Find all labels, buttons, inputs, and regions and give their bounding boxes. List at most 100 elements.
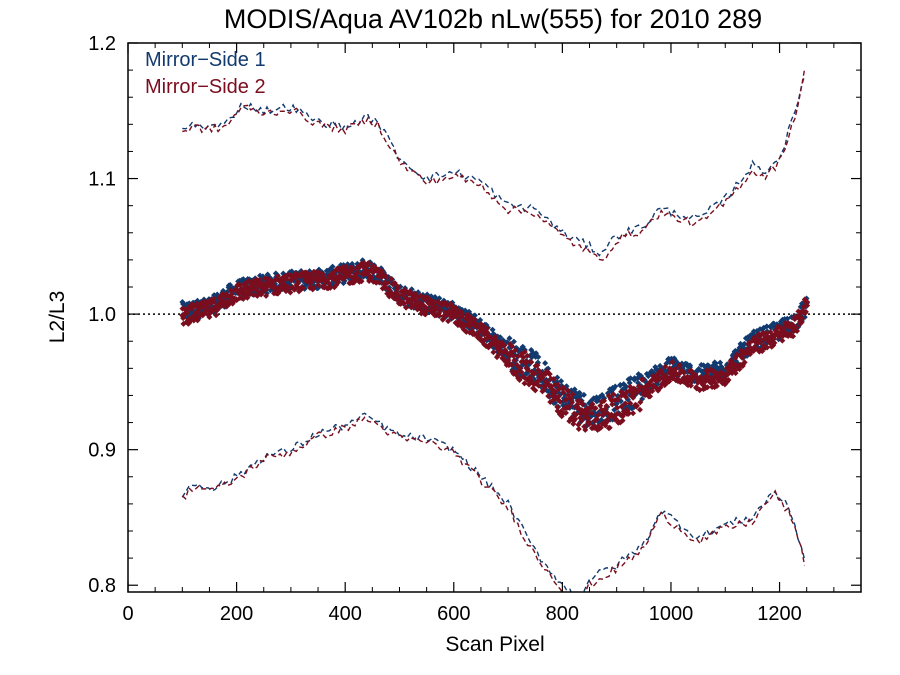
data-point [627, 400, 634, 407]
data-point [804, 302, 811, 309]
data-point [453, 313, 460, 320]
data-point [622, 393, 629, 400]
data-point [630, 394, 637, 401]
data-point [713, 382, 720, 389]
data-point [546, 371, 553, 378]
data-point [479, 323, 486, 330]
data-point [725, 376, 732, 383]
data-point [471, 316, 478, 323]
data-point [604, 417, 611, 424]
data-point [759, 348, 766, 355]
data-point [575, 421, 582, 428]
data-point [403, 304, 410, 311]
data-point [630, 410, 637, 417]
data-point [798, 319, 805, 326]
data-point [294, 280, 301, 287]
data-point [554, 381, 561, 388]
data-point [358, 278, 365, 285]
data-point [560, 389, 567, 396]
data-point [458, 309, 465, 316]
y-tick-label: 1.1 [88, 169, 116, 191]
envelope-upper-2 [182, 69, 806, 261]
x-tick-label: 0 [122, 603, 133, 625]
x-tick-label: 600 [437, 603, 470, 625]
data-point [423, 304, 430, 311]
data-point [383, 274, 390, 281]
data-point [619, 417, 626, 424]
data-point [572, 411, 579, 418]
data-point [327, 284, 334, 291]
data-point [626, 379, 633, 386]
data-point [732, 370, 739, 377]
data-point [195, 308, 202, 315]
data-point [555, 393, 562, 400]
data-point [545, 393, 552, 400]
data-point [245, 277, 252, 284]
data-point [508, 361, 515, 368]
data-point [539, 374, 546, 381]
data-point [505, 357, 512, 364]
data-point [521, 348, 528, 355]
data-point [622, 400, 629, 407]
data-point [542, 360, 549, 367]
data-point [550, 375, 557, 382]
data-point [368, 274, 375, 281]
data-point [459, 312, 466, 319]
data-point [501, 342, 508, 349]
data-point [802, 308, 809, 315]
data-point [647, 393, 654, 400]
data-point [568, 399, 575, 406]
data-point [592, 405, 599, 412]
data-point [582, 426, 589, 433]
data-point [532, 387, 539, 394]
y-tick-label: 0.9 [88, 440, 116, 462]
data-point [477, 317, 484, 324]
data-point [524, 352, 531, 359]
data-point [736, 366, 743, 373]
data-point [790, 328, 797, 335]
x-tick-label: 1000 [649, 603, 694, 625]
data-point [652, 364, 659, 371]
data-point [601, 397, 608, 404]
data-point [676, 362, 683, 369]
data-point [518, 369, 525, 376]
data-point [580, 391, 587, 398]
data-point [483, 325, 490, 332]
data-point [490, 349, 497, 356]
x-tick-label: 200 [220, 603, 253, 625]
data-point [639, 376, 646, 383]
data-point [228, 287, 235, 294]
data-point [535, 382, 542, 389]
data-point [473, 321, 480, 328]
data-point [531, 370, 538, 377]
data-point [588, 410, 595, 417]
data-point [286, 284, 293, 291]
data-point [741, 359, 748, 366]
data-point [799, 315, 806, 322]
data-point [499, 354, 506, 361]
data-point [672, 366, 679, 373]
data-point [612, 383, 619, 390]
data-point [595, 411, 602, 418]
data-point [365, 260, 372, 267]
envelope-upper-1 [182, 75, 806, 257]
data-point [803, 298, 810, 305]
data-point [606, 424, 613, 431]
plot-frame [127, 42, 862, 593]
x-tick-label: 800 [546, 603, 579, 625]
data-point [584, 409, 591, 416]
data-point [391, 280, 398, 287]
data-point [279, 279, 286, 286]
data-point [534, 362, 541, 369]
tick-labels: 0 200 400 600 800 1000 1200 0.8 0.9 1.0 1.1 1.2 [88, 33, 802, 625]
data-point [376, 279, 383, 286]
data-point [354, 269, 361, 276]
data-point [263, 292, 270, 299]
data-point [662, 363, 669, 370]
data-point [578, 417, 585, 424]
data-point [528, 359, 535, 366]
data-point [764, 344, 771, 351]
data-point [511, 357, 518, 364]
data-point [551, 388, 558, 395]
